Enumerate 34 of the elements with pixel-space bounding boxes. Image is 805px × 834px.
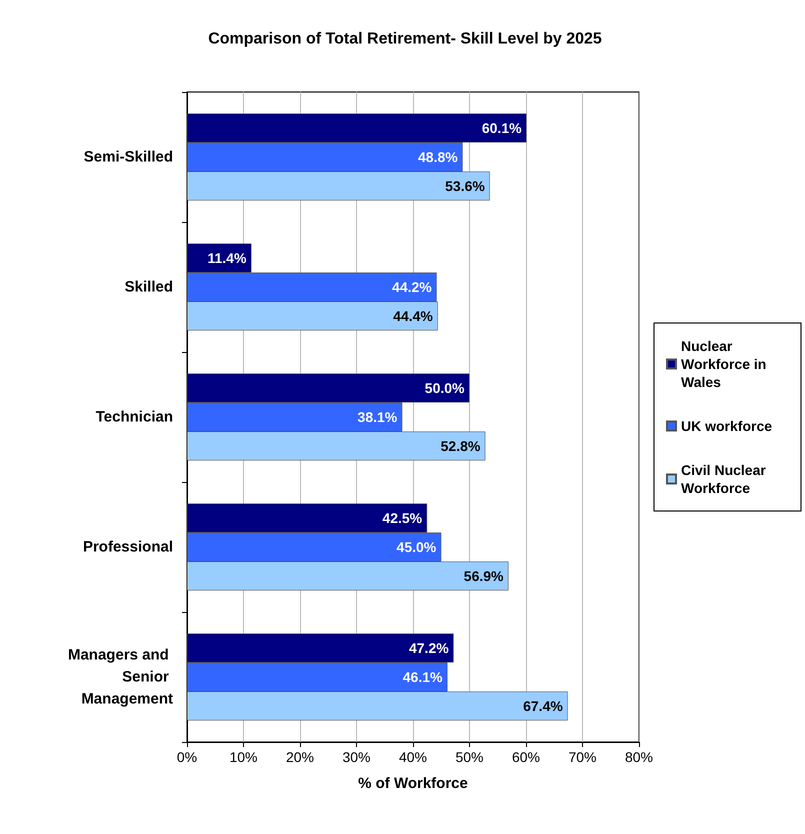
data-label: 45.0% (396, 539, 437, 555)
x-axis-title: % of Workforce (358, 775, 468, 792)
x-tick-label: 0% (176, 749, 198, 765)
x-tick-label: 60% (512, 749, 540, 765)
y-tick-label: Technician (96, 408, 173, 426)
chart-title: Comparison of Total Retirement- Skill Level by 2025 (208, 30, 602, 48)
legend-label: UK workforce (681, 418, 772, 434)
y-tick-label: Semi-Skilled (84, 148, 173, 166)
y-tick-label: Skilled (124, 278, 173, 296)
data-label: 48.8% (418, 149, 458, 165)
x-tick-label: 20% (286, 749, 314, 765)
x-tick-label: 50% (455, 749, 484, 765)
data-label: 52.8% (440, 438, 481, 454)
data-label: 47.2% (408, 640, 450, 656)
x-tick-label: 30% (342, 749, 371, 765)
x-tick-label: 10% (229, 749, 258, 765)
x-tick-label: 40% (398, 749, 428, 765)
data-label: 44.4% (393, 308, 434, 324)
data-label: 53.6% (445, 178, 486, 194)
data-label: 56.9% (464, 568, 504, 584)
data-label: 46.1% (402, 669, 444, 685)
x-tick-label: 70% (568, 749, 597, 765)
legend-label: Civil Nuclear Workforce (681, 462, 770, 496)
data-label: 50.0% (424, 380, 466, 396)
y-tick-label: Managers and Senior Management (68, 646, 173, 708)
data-label: 38.1% (358, 409, 398, 425)
data-label: 67.4% (523, 698, 564, 714)
data-label: 42.5% (382, 510, 423, 526)
data-label: 44.2% (392, 279, 432, 295)
data-label: 60.1% (482, 120, 522, 136)
y-tick-label: Professional (82, 538, 173, 556)
legend-label: Nuclear Workforce in Wales (681, 338, 770, 390)
data-label: 11.4% (207, 250, 247, 266)
x-tick-label: 80% (624, 749, 654, 765)
